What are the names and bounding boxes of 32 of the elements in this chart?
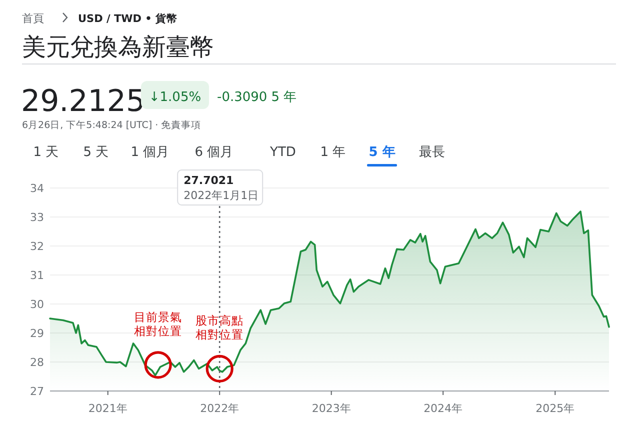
- text: YTD: [269, 145, 296, 160]
- y-tick-label: 32: [30, 240, 44, 253]
- text: 1 個月: [130, 145, 170, 160]
- text: ↓1.05%: [148, 90, 202, 105]
- text: 29.2125: [21, 84, 146, 119]
- x-tick-label: 2023年: [312, 402, 351, 415]
- y-tick-label: 33: [30, 211, 44, 224]
- x-tick-label: 2025年: [536, 402, 575, 415]
- text: 5 年: [368, 145, 396, 160]
- annotation: 股市高點相對位置: [196, 314, 244, 342]
- text: 6月26日, 下午5:48:24 [UTC] · 免責事項: [22, 119, 202, 131]
- annotation: 2022年1月1日: [184, 189, 259, 202]
- y-tick-label: 29: [30, 327, 44, 340]
- y-tick-label: 27: [30, 385, 44, 398]
- text: 6 個月: [194, 145, 234, 160]
- text: 5 天: [83, 145, 109, 160]
- annotation: 目前景氣相對位置: [134, 310, 182, 338]
- text: 首頁: [22, 12, 44, 25]
- y-tick-label: 31: [30, 269, 44, 282]
- x-tick-label: 2022年: [200, 402, 240, 415]
- chart-title: 美元兌換為新臺幣: [22, 33, 214, 61]
- text: 1 年: [320, 145, 346, 160]
- y-tick-label: 30: [30, 298, 44, 311]
- x-tick-label: 2024年: [424, 402, 463, 415]
- text: 1 天: [33, 145, 59, 160]
- y-tick-label: 28: [30, 356, 44, 369]
- text: -0.3090 5 年: [217, 90, 297, 105]
- x-tick-label: 2021年: [88, 402, 128, 415]
- text: USD / TWD • 貨幣: [78, 12, 178, 25]
- text: 最長: [419, 145, 445, 160]
- text: 27.7021: [184, 174, 234, 187]
- y-tick-label: 34: [30, 182, 44, 195]
